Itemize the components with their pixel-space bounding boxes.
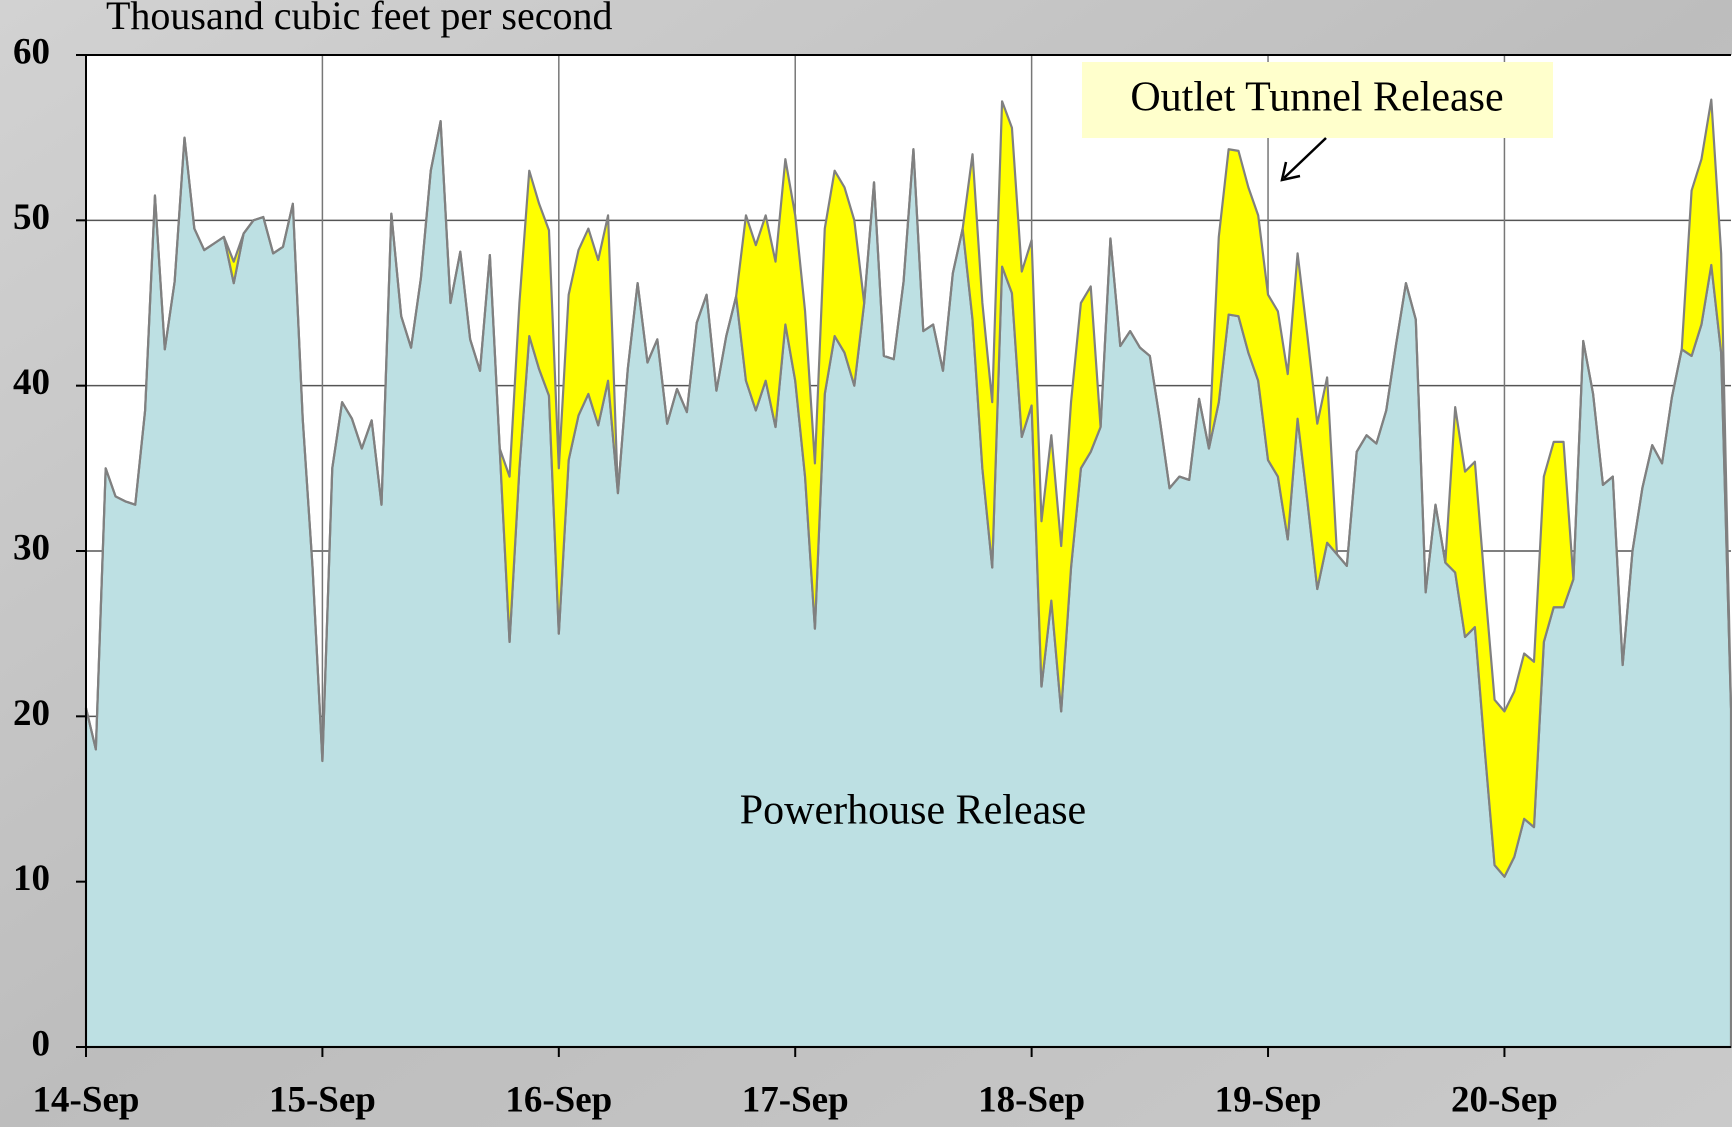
x-tick-label: 16-Sep <box>505 1079 612 1120</box>
annotation-arrow <box>1283 137 1327 179</box>
x-tick-label: 18-Sep <box>978 1079 1085 1120</box>
x-tick-label: 15-Sep <box>269 1079 376 1120</box>
y-tick-label: 0 <box>32 1023 51 1064</box>
outlet-label: Outlet Tunnel Release <box>1130 75 1503 121</box>
y-tick-label: 40 <box>13 362 50 403</box>
x-tick-label: 14-Sep <box>33 1079 140 1120</box>
x-tick-label: 17-Sep <box>742 1079 849 1120</box>
area-1 <box>84 98 1732 878</box>
y-tick-label: 20 <box>13 693 50 734</box>
arrow-head <box>1280 161 1301 182</box>
y-tick-label: 50 <box>13 197 50 238</box>
powerhouse-label: Powerhouse Release <box>740 788 1086 834</box>
y-tick-label: 60 <box>13 31 50 72</box>
x-tick-label: 19-Sep <box>1215 1079 1322 1120</box>
y-tick-label: 30 <box>13 527 50 568</box>
x-tick-label: 20-Sep <box>1451 1079 1558 1120</box>
annotation-box <box>1082 62 1553 138</box>
y-axis-label: Thousand cubic feet per second <box>106 0 612 38</box>
y-tick-label: 10 <box>13 858 50 899</box>
